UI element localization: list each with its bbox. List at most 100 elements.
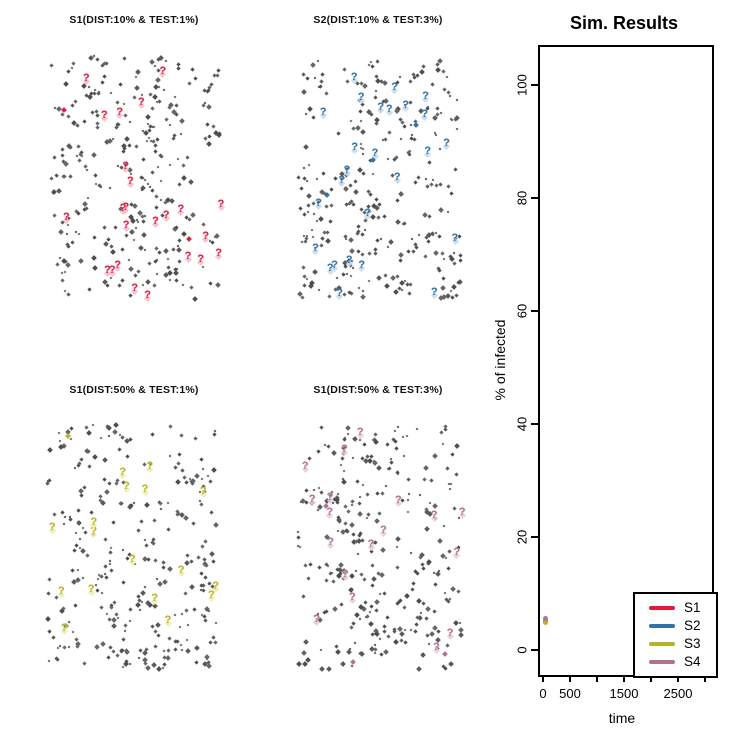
agent-dot bbox=[63, 515, 67, 519]
agent-dot bbox=[155, 622, 161, 629]
agent-dot bbox=[393, 446, 399, 452]
agent-dot bbox=[201, 222, 206, 227]
agent-dot bbox=[127, 143, 132, 148]
agent-dot bbox=[374, 197, 379, 202]
agent-dot bbox=[424, 177, 428, 181]
agent-dot bbox=[203, 539, 208, 544]
agent-dot bbox=[300, 240, 304, 244]
x-axis-tick-label: 0 bbox=[539, 686, 547, 701]
agent-dot bbox=[213, 522, 220, 529]
agent-dot bbox=[351, 532, 356, 537]
agent-dot bbox=[362, 442, 367, 447]
agent-dot bbox=[433, 249, 439, 256]
agent-dot bbox=[396, 425, 400, 429]
agent-dot bbox=[99, 574, 104, 579]
agent-dot bbox=[60, 112, 65, 117]
agent-dot bbox=[296, 175, 301, 180]
agent-dot bbox=[452, 505, 457, 511]
agent-dot bbox=[189, 559, 194, 564]
agent-dot bbox=[305, 193, 312, 200]
agent-dot bbox=[455, 98, 459, 102]
agent-dot bbox=[441, 442, 445, 446]
agent-dot bbox=[99, 604, 104, 610]
agent-dot bbox=[422, 254, 428, 259]
agent-dot bbox=[306, 210, 310, 214]
agent-dot bbox=[172, 270, 179, 276]
y-axis-tick bbox=[531, 423, 538, 425]
agent-dot bbox=[154, 204, 159, 210]
agent-dot bbox=[158, 54, 164, 61]
agent-dot bbox=[336, 131, 341, 136]
agent-dot bbox=[374, 608, 379, 614]
agent-dot bbox=[60, 153, 66, 158]
agent-dot bbox=[339, 463, 343, 466]
agent-dot bbox=[153, 558, 158, 563]
agent-dot bbox=[80, 154, 83, 158]
agent-dot bbox=[398, 258, 404, 263]
agent-dot bbox=[458, 621, 462, 624]
question-mark-icon: ? bbox=[126, 175, 134, 188]
agent-dot bbox=[121, 579, 126, 585]
agent-dot bbox=[144, 543, 149, 548]
question-mark-icon: ? bbox=[393, 170, 401, 183]
agent-dot bbox=[301, 594, 306, 599]
agent-dot bbox=[100, 80, 105, 85]
agent-dot bbox=[194, 660, 199, 665]
agent-dot bbox=[66, 292, 71, 297]
question-mark-icon: ? bbox=[141, 483, 149, 496]
agent-dot bbox=[166, 264, 171, 270]
agent-dot bbox=[83, 163, 88, 169]
agent-dot bbox=[358, 617, 362, 621]
question-mark-icon: ? bbox=[146, 459, 154, 472]
legend-swatch-s2 bbox=[649, 623, 675, 629]
agent-dot bbox=[448, 94, 452, 98]
agent-dot bbox=[150, 106, 155, 111]
agent-dot bbox=[302, 212, 307, 218]
agent-dot bbox=[324, 238, 331, 244]
agent-dot bbox=[438, 147, 442, 151]
agent-dot bbox=[308, 562, 313, 567]
question-mark-icon: ? bbox=[197, 252, 204, 265]
agent-dot bbox=[370, 583, 375, 588]
agent-dot bbox=[106, 237, 112, 242]
agent-dot bbox=[374, 121, 379, 126]
agent-dot bbox=[89, 510, 94, 515]
question-mark-icon: ? bbox=[90, 525, 98, 537]
question-mark-icon: ? bbox=[350, 70, 358, 83]
agent-dot bbox=[346, 509, 351, 514]
agent-dot bbox=[307, 283, 314, 290]
question-mark-icon: ? bbox=[453, 545, 461, 558]
y-axis-tick-label: 0 bbox=[514, 646, 530, 654]
agent-dot bbox=[191, 520, 196, 526]
question-mark-icon: ? bbox=[128, 553, 136, 566]
agent-dot bbox=[365, 613, 371, 619]
agent-dot bbox=[320, 72, 326, 77]
agent-dot bbox=[131, 203, 138, 209]
agent-dot bbox=[196, 555, 201, 560]
agent-dot bbox=[117, 283, 122, 288]
data-point-s4 bbox=[542, 615, 548, 621]
agent-dot bbox=[159, 179, 162, 183]
agent-dot bbox=[72, 548, 77, 553]
agent-dot bbox=[86, 196, 89, 200]
agent-dot bbox=[193, 473, 200, 480]
agent-dot bbox=[425, 606, 431, 612]
question-mark-icon: ? bbox=[380, 523, 387, 536]
question-mark-icon: ? bbox=[152, 214, 159, 227]
question-mark-icon: ? bbox=[345, 253, 353, 266]
agent-dot bbox=[298, 186, 304, 191]
infected-agent-dot bbox=[61, 107, 68, 113]
agent-dot bbox=[162, 88, 166, 92]
agent-dot bbox=[303, 563, 308, 568]
legend-item-s2: S2 bbox=[649, 619, 710, 633]
agent-dot bbox=[201, 467, 205, 470]
agent-dot bbox=[303, 488, 309, 493]
question-mark-icon: ? bbox=[391, 80, 398, 93]
agent-dot bbox=[442, 257, 446, 261]
agent-dot bbox=[383, 272, 388, 278]
question-mark-icon: ? bbox=[458, 506, 466, 519]
agent-dot bbox=[347, 236, 354, 243]
x-axis-tick bbox=[704, 675, 706, 682]
y-axis-tick-label: 20 bbox=[514, 529, 530, 545]
agent-dot bbox=[168, 424, 173, 430]
